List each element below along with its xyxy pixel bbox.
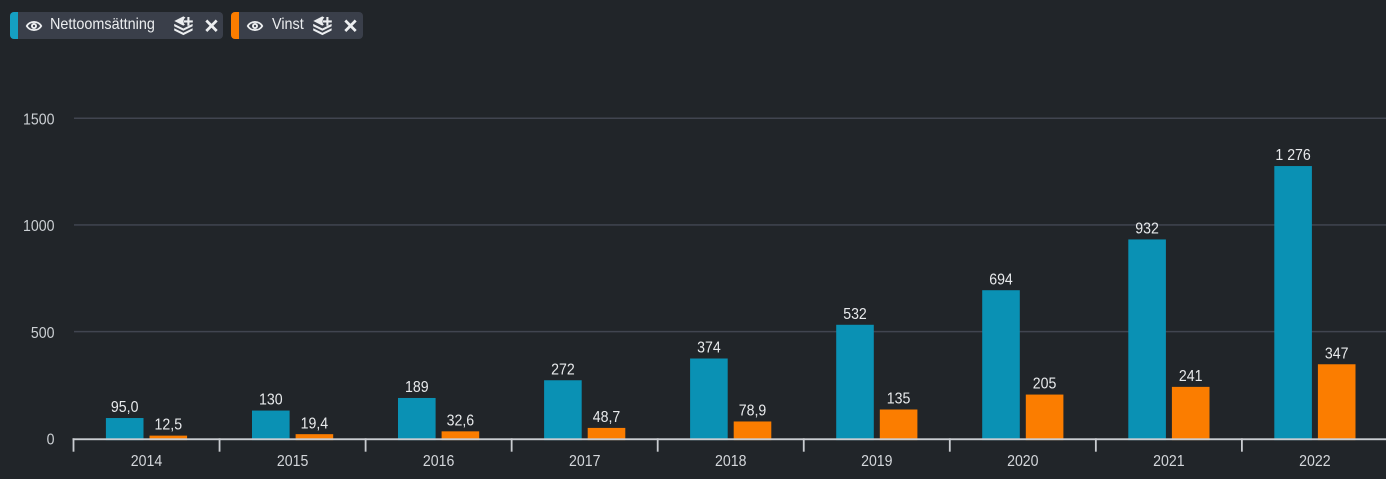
svg-text:2016: 2016 <box>423 452 454 470</box>
svg-text:2020: 2020 <box>1007 452 1038 470</box>
svg-text:95,0: 95,0 <box>111 398 139 416</box>
svg-text:12,5: 12,5 <box>155 416 183 434</box>
svg-text:272: 272 <box>551 361 575 379</box>
svg-text:2015: 2015 <box>277 452 308 470</box>
svg-text:189: 189 <box>405 378 429 396</box>
svg-text:2022: 2022 <box>1299 452 1330 470</box>
svg-text:2017: 2017 <box>569 452 600 470</box>
svg-text:241: 241 <box>1179 367 1203 385</box>
svg-text:932: 932 <box>1135 220 1159 238</box>
svg-text:135: 135 <box>887 390 911 408</box>
svg-text:130: 130 <box>259 391 283 409</box>
svg-text:2019: 2019 <box>861 452 892 470</box>
svg-text:2014: 2014 <box>131 452 162 470</box>
svg-text:205: 205 <box>1033 375 1057 393</box>
svg-text:694: 694 <box>989 271 1013 289</box>
svg-text:374: 374 <box>697 339 721 357</box>
svg-text:1000: 1000 <box>23 217 54 235</box>
svg-text:1 276: 1 276 <box>1275 146 1310 164</box>
svg-text:48,7: 48,7 <box>593 408 621 426</box>
svg-text:347: 347 <box>1325 345 1349 363</box>
svg-text:2018: 2018 <box>715 452 746 470</box>
svg-text:0: 0 <box>47 431 55 449</box>
svg-text:32,6: 32,6 <box>447 412 475 430</box>
svg-text:500: 500 <box>31 324 55 342</box>
svg-text:1500: 1500 <box>23 111 54 129</box>
svg-text:532: 532 <box>843 305 867 323</box>
svg-text:2021: 2021 <box>1153 452 1184 470</box>
svg-text:19,4: 19,4 <box>301 415 329 433</box>
svg-text:78,9: 78,9 <box>739 402 767 420</box>
